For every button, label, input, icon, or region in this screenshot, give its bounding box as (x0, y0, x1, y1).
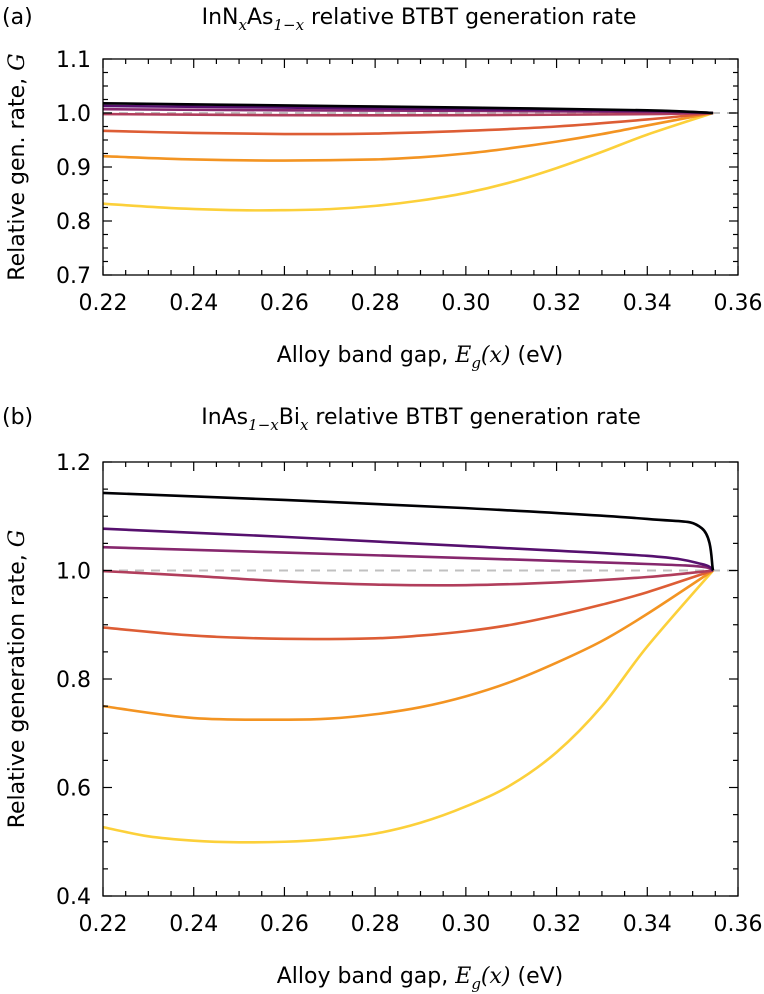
panel-a-x-axis-label: Alloy band gap, Eg(x) (eV) (277, 343, 564, 372)
panel-a-y-axis-label-math: G (5, 53, 30, 71)
panel-a-x-axis-label-unit: (eV) (511, 343, 564, 368)
panel-b-x-tick-label: 0.28 (351, 912, 400, 937)
panel-a-x-tick-label: 0.34 (623, 291, 672, 316)
panel-a-x-axis-label-text: Alloy band gap, (277, 343, 456, 368)
panel-a-ticks (102, 58, 739, 276)
panel-b-series-line-1 (102, 569, 715, 844)
panel-b-series-line-4 (102, 569, 714, 587)
panel-a-y-tick-label: 1.0 (56, 102, 91, 127)
panel-a-x-tick-label: 0.24 (169, 291, 218, 316)
panel-b-x-axis-label-sub: g (471, 975, 481, 993)
panel-b-x-axis-label-arg: (x) (481, 964, 511, 989)
panel-a-x-axis-label-math: E (454, 343, 471, 368)
panel-a-title-part2: As (247, 5, 274, 30)
panel-b-title-sub2: x (300, 416, 309, 434)
panel-b-x-axis-label: Alloy band gap, Eg(x) (eV) (277, 964, 564, 993)
panel-b-series-line-3 (102, 569, 714, 641)
panel-b-y-tick-label: 1.0 (56, 560, 91, 585)
panel-b-series-line-5 (102, 545, 714, 572)
panel-b-y-tick-label: 0.6 (56, 777, 91, 802)
panel-b-letter: (b) (2, 405, 33, 430)
panel-a-y-tick-label: 0.9 (56, 156, 91, 181)
panel-b-x-tick-label: 0.24 (169, 912, 218, 937)
panel-a-x-tick-label: 0.28 (351, 291, 400, 316)
panel-a-plot-area: 0.22 0.24 0.26 0.28 0.30 0.32 0.34 0.36 0.70.80… (56, 48, 762, 316)
panel-b-title-sub1: 1−x (248, 416, 279, 434)
panel-b-y-tick-labels: 0.4 0.6 0.8 1.0 1.2 (56, 451, 91, 910)
panel-b-x-tick-labels: 0.22 0.24 0.26 0.28 0.30 0.32 0.34 0.36 (79, 912, 763, 937)
panel-b-x-axis-label-text: Alloy band gap, (277, 964, 456, 989)
panel-a-letter: (a) (2, 5, 33, 30)
panel-a-x-tick-label: 0.26 (260, 291, 309, 316)
panel-b-title: InAs1−xBix relative BTBT generation rate (201, 405, 641, 434)
panel-a-y-tick-label: 0.8 (56, 210, 91, 235)
panel-a-series-line-3 (102, 111, 714, 136)
panel-a-title-part3: relative BTBT generation rate (304, 5, 636, 30)
panel-b-x-tick-label: 0.26 (260, 912, 309, 937)
panel-a-series-group (102, 101, 714, 212)
panel-b-y-tick-label: 1.2 (56, 451, 91, 476)
panel-a-title-part1: InN (202, 5, 239, 30)
panel-a-title-sub1: x (238, 16, 247, 34)
panel-b-x-axis-label-math: E (454, 964, 471, 989)
panel-a-series-line-1 (102, 111, 714, 212)
panel-b-title-part3: relative BTBT generation rate (308, 405, 640, 430)
panel-a-y-axis-label-text: Relative gen. rate, (5, 71, 30, 281)
panel-b-y-axis-label-text: Relative generation rate, (5, 547, 30, 828)
panel-a-y-tick-label: 1.1 (56, 48, 91, 73)
panel-b-plot-area: 0.22 0.24 0.26 0.28 0.30 0.32 0.34 0.36 0.40.60… (56, 451, 762, 937)
panel-a-x-tick-label: 0.22 (79, 291, 128, 316)
panel-b-y-axis-label-math: G (5, 530, 30, 548)
panel-a-series-line-4 (102, 111, 714, 117)
panel-b-x-tick-label: 0.30 (441, 912, 490, 937)
panel-a-series-line-2 (102, 111, 714, 162)
panel-a-x-tick-label: 0.30 (441, 291, 490, 316)
panel-b-x-tick-label: 0.32 (532, 912, 581, 937)
panel-a-axes-frame (102, 58, 739, 276)
panel-a-y-tick-label: 0.7 (56, 264, 91, 289)
panel-b-series-line-2 (102, 569, 714, 722)
panel-b-series-group (102, 491, 715, 844)
panel-a-x-tick-label: 0.32 (532, 291, 581, 316)
panel-a-x-axis-label-sub: g (471, 354, 481, 372)
panel-a-y-tick-labels: 0.7 0.8 0.9 1.0 1.1 (56, 48, 91, 289)
panel-b-y-tick-label: 0.4 (56, 885, 91, 910)
panel-a-y-axis-label: Relative gen. rate, G (5, 53, 30, 280)
panel-b-ticks (102, 461, 739, 897)
panel-b-title-part1: InAs (201, 405, 248, 430)
panel-a-title-sub2: 1−x (273, 16, 304, 34)
panel-b-axes-frame (102, 461, 739, 897)
panel-a-x-tick-label: 0.36 (714, 291, 763, 316)
panel-b-x-tick-label: 0.22 (79, 912, 128, 937)
panel-b-series-line-7 (102, 491, 715, 571)
panel-b-x-tick-label: 0.34 (623, 912, 672, 937)
panel-b-series-line-6 (102, 527, 714, 572)
panel-a-x-axis-label-arg: (x) (481, 343, 511, 368)
panel-a-title: InNxAs1−x relative BTBT generation rate (202, 5, 637, 34)
panel-a-series-line-7 (102, 101, 714, 115)
panel-b-y-tick-label: 0.8 (56, 668, 91, 693)
panel-b-y-axis-label: Relative generation rate, G (5, 530, 30, 829)
panel-b-x-tick-label: 0.36 (714, 912, 763, 937)
panel-b: (b) InAs1−xBix relative BTBT generation … (2, 405, 762, 993)
panel-b-title-part2: Bi (279, 405, 300, 430)
panel-a: (a) InNxAs1−x relative BTBT generation r… (2, 5, 762, 372)
panel-b-x-axis-label-unit: (eV) (511, 964, 564, 989)
panel-a-x-tick-labels: 0.22 0.24 0.26 0.28 0.30 0.32 0.34 0.36 (79, 291, 763, 316)
